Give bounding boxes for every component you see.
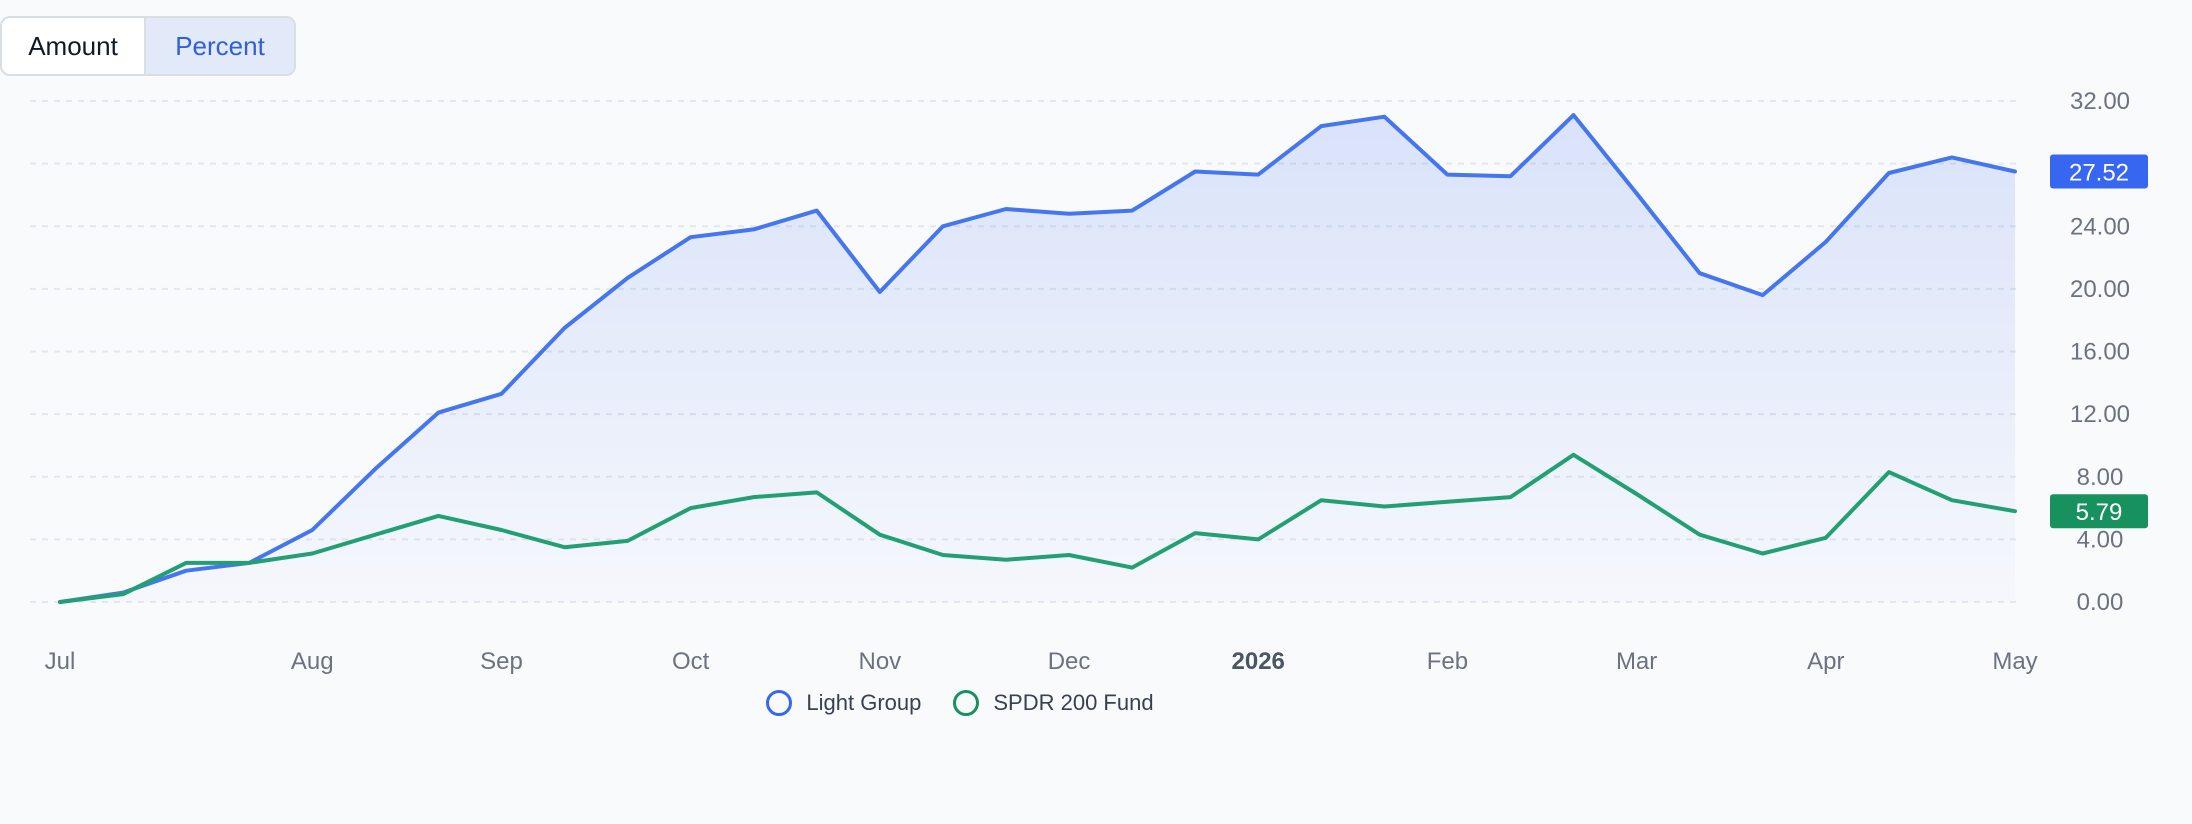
- legend-item-spdr-200-fund[interactable]: SPDR 200 Fund: [953, 690, 1154, 716]
- legend-label: SPDR 200 Fund: [993, 690, 1154, 715]
- x-tick-label: Aug: [291, 648, 334, 675]
- last-value-text-1: 5.79: [2076, 499, 2123, 526]
- y-tick-label: 20.00: [2070, 276, 2130, 303]
- legend-item-light-group[interactable]: Light Group: [766, 690, 921, 716]
- x-tick-label: Nov: [858, 648, 901, 675]
- x-tick-label: Dec: [1048, 648, 1091, 675]
- x-tick-label: Sep: [480, 648, 523, 675]
- x-tick-label: Jul: [45, 648, 76, 675]
- chart-legend: Light Group SPDR 200 Fund: [0, 690, 1920, 716]
- x-tick-label: Mar: [1616, 648, 1657, 675]
- last-value-badge-0: [2050, 154, 2148, 189]
- last-value-text-0: 27.52: [2069, 159, 2129, 186]
- x-tick-label: Feb: [1427, 648, 1468, 675]
- y-tick-label: 4.00: [2077, 526, 2124, 553]
- series-lines: [58, 113, 2017, 604]
- x-tick-label: May: [1992, 648, 2037, 675]
- series-line-0[interactable]: [58, 113, 2017, 604]
- x-tick-label: Oct: [672, 648, 710, 675]
- y-tick-label: 12.00: [2070, 401, 2130, 428]
- performance-line-chart: 0.004.008.0012.0016.0020.0024.0028.0032.…: [30, 88, 2148, 675]
- y-tick-label: 16.00: [2070, 339, 2130, 366]
- last-value-labels: 27.52 5.79: [2050, 154, 2148, 529]
- percent-toggle-button[interactable]: Percent: [146, 18, 294, 74]
- legend-swatch-light-group: [766, 690, 793, 716]
- series-line-1[interactable]: [58, 452, 2017, 604]
- x-tick-label: Apr: [1807, 648, 1844, 675]
- view-mode-toggle: Amount Percent: [0, 16, 296, 76]
- y-tick-label: 0.00: [2077, 589, 2124, 616]
- last-value-badge-1: [2050, 494, 2148, 529]
- legend-label: Light Group: [806, 690, 922, 715]
- amount-toggle-button[interactable]: Amount: [2, 18, 146, 74]
- y-tick-label: 32.00: [2070, 88, 2130, 115]
- y-tick-label: 8.00: [2077, 464, 2124, 491]
- y-tick-label: 24.00: [2070, 213, 2130, 240]
- x-axis-ticks: Jul Aug Sep Oct Nov Dec 2026 Feb Mar Apr May: [45, 648, 2038, 675]
- legend-swatch-spdr-200-fund: [953, 690, 980, 716]
- x-tick-label: 2026: [1232, 648, 1285, 675]
- area-0: [60, 115, 2015, 602]
- area-fill: [60, 115, 2015, 602]
